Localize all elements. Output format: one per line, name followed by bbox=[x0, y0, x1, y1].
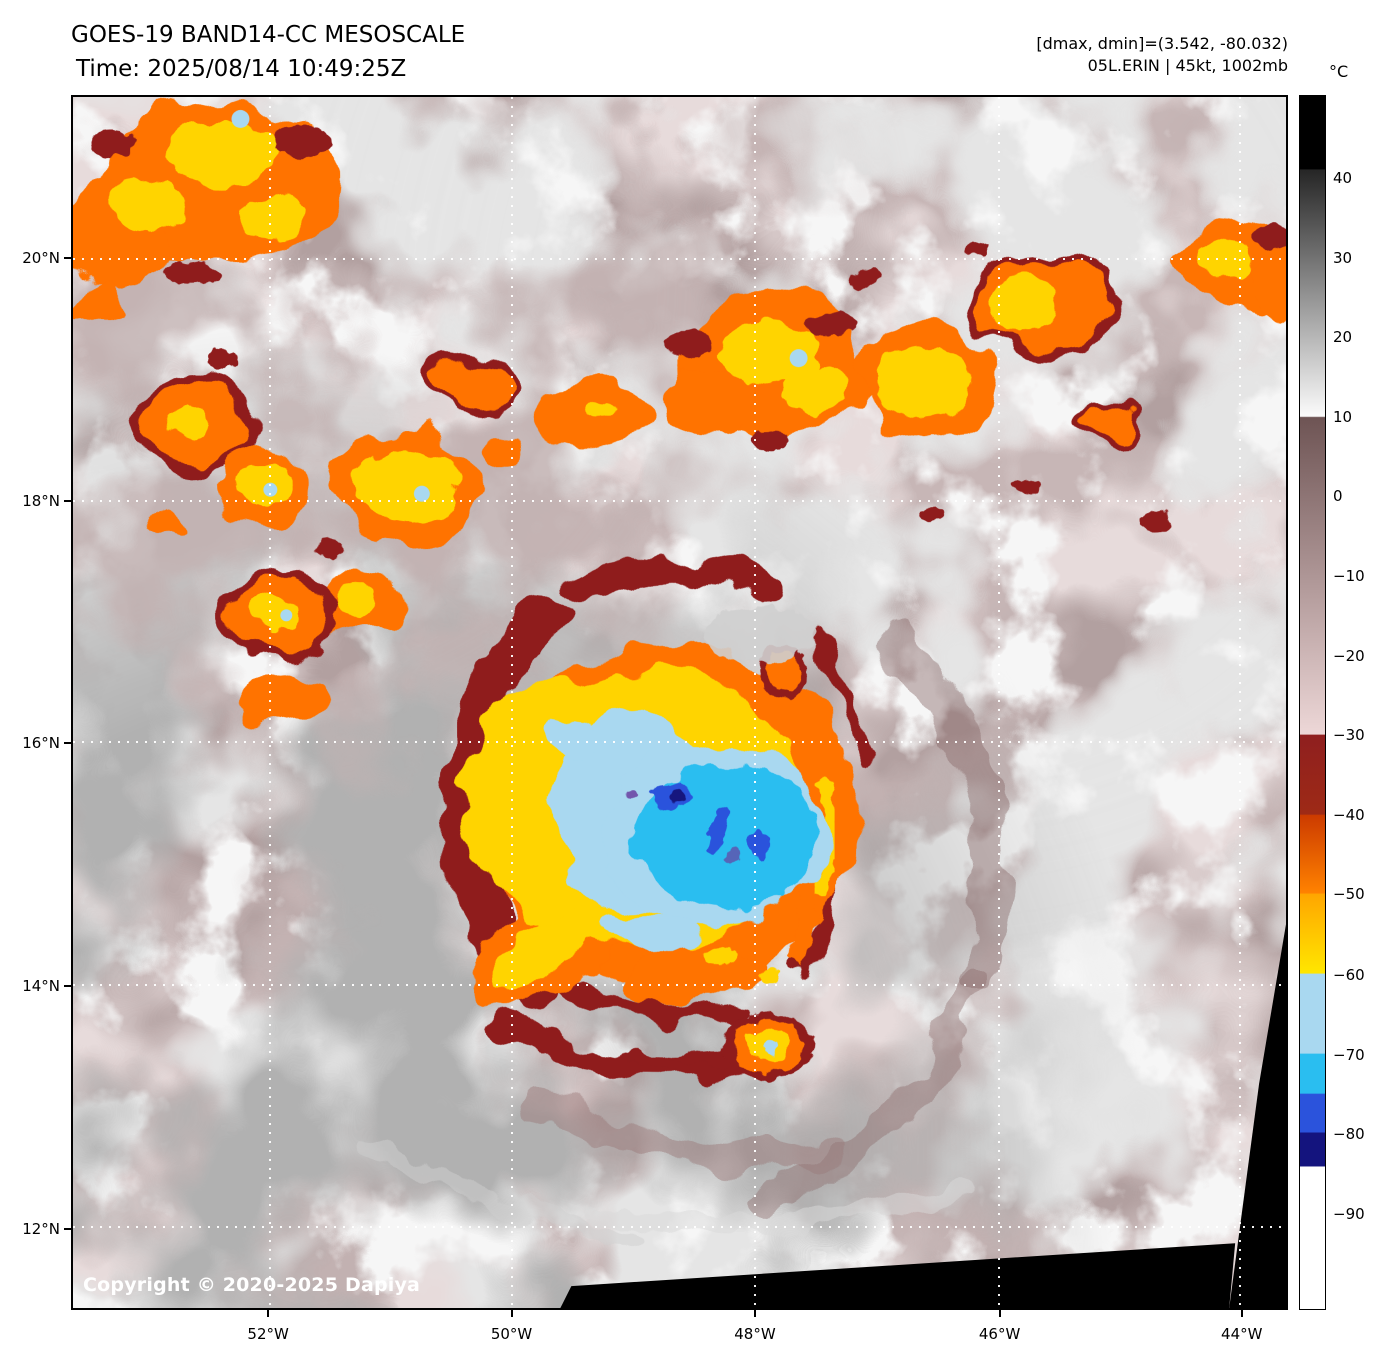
dmax-dmin-readout: [dmax, dmin]=(3.542, -80.032) bbox=[1036, 34, 1288, 53]
colorbar-tick-label: −10 bbox=[1333, 567, 1365, 586]
storm-info: 05L.ERIN | 45kt, 1002mb bbox=[1087, 56, 1288, 75]
lat-tick-mark bbox=[64, 499, 71, 502]
lat-axis: 20°N 18°N 16°N 14°N 12°N bbox=[0, 95, 71, 1310]
colorbar-tick-labels: 40 30 20 10 0 −10 −20 −30 −40 −50 −60 −70 −80 −90 bbox=[1333, 95, 1388, 1310]
colorbar bbox=[1299, 95, 1326, 1310]
lon-tick-mark bbox=[267, 1310, 270, 1317]
colorbar-tick-label: −20 bbox=[1333, 647, 1365, 666]
product-timestamp: Time: 2025/08/14 10:49:25Z bbox=[76, 56, 407, 82]
lat-tick-mark bbox=[64, 256, 71, 259]
lon-label: 44°W bbox=[1221, 1325, 1263, 1343]
colorbar-tick-label: −40 bbox=[1333, 806, 1365, 825]
lon-label: 46°W bbox=[978, 1325, 1021, 1343]
colorbar-tick-label: 10 bbox=[1333, 407, 1353, 426]
lat-tick-mark bbox=[64, 741, 71, 744]
lon-tick-mark bbox=[753, 1310, 756, 1317]
product-title: GOES-19 BAND14-CC MESOSCALE bbox=[71, 22, 466, 48]
lon-tick-mark bbox=[1240, 1310, 1243, 1317]
lon-label: 50°W bbox=[490, 1325, 533, 1343]
header-readouts: [dmax, dmin]=(3.542, -80.032) 05L.ERIN |… bbox=[1036, 33, 1288, 77]
lon-label: 48°W bbox=[734, 1325, 776, 1343]
lon-tick-mark bbox=[510, 1310, 513, 1317]
colorbar-tick-label: 20 bbox=[1333, 327, 1353, 346]
colorbar-gradient bbox=[1300, 96, 1325, 1309]
lat-tick-mark bbox=[64, 984, 71, 987]
lon-tick-mark bbox=[998, 1310, 1001, 1317]
colorbar-unit-label: °C bbox=[1329, 62, 1349, 81]
colorbar-tick-label: −80 bbox=[1333, 1124, 1365, 1143]
lat-label: 20°N bbox=[22, 248, 60, 267]
lat-tick-mark bbox=[64, 1227, 71, 1230]
colorbar-tick-label: −50 bbox=[1333, 885, 1365, 904]
lat-label: 18°N bbox=[22, 491, 60, 510]
spiral-bands bbox=[364, 618, 1008, 1252]
colorbar-tick-label: −60 bbox=[1333, 965, 1365, 984]
no-data-region bbox=[560, 924, 1286, 1308]
lat-label: 12°N bbox=[22, 1219, 60, 1238]
lon-label: 52°W bbox=[247, 1325, 289, 1343]
cell-southeast bbox=[723, 1011, 812, 1080]
hurricane-erin bbox=[443, 555, 878, 1081]
colorbar-tick-label: 40 bbox=[1333, 168, 1353, 187]
convection-north bbox=[428, 222, 1286, 530]
colorbar-tick-label: 0 bbox=[1333, 486, 1343, 505]
satellite-image bbox=[73, 97, 1286, 1308]
colorbar-tick-label: 30 bbox=[1333, 248, 1353, 267]
satellite-map: Copyright © 2020-2025 Dapiya bbox=[71, 95, 1288, 1310]
colorbar-tick-label: −90 bbox=[1333, 1205, 1365, 1223]
colorbar-tick-label: −30 bbox=[1333, 726, 1365, 745]
lat-label: 14°N bbox=[22, 976, 60, 995]
lat-label: 16°N bbox=[22, 733, 60, 752]
convection-topleft bbox=[73, 99, 484, 725]
lon-axis: 52°W 50°W 48°W 46°W 44°W bbox=[71, 1310, 1288, 1359]
colorbar-tick-label: −70 bbox=[1333, 1045, 1365, 1064]
